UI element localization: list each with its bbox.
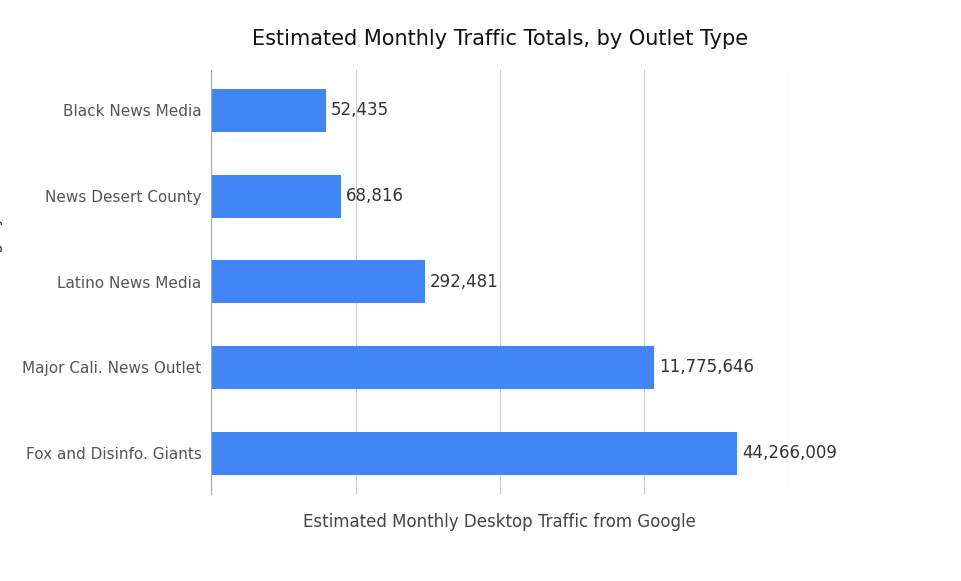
Bar: [211, 432, 737, 475]
Text: 11,775,646: 11,775,646: [659, 358, 754, 376]
Bar: [211, 175, 340, 217]
Y-axis label: Outlet Category: Outlet Category: [0, 216, 3, 348]
Text: 52,435: 52,435: [331, 102, 389, 120]
Text: 292,481: 292,481: [430, 273, 499, 290]
Bar: [211, 260, 425, 303]
Title: Estimated Monthly Traffic Totals, by Outlet Type: Estimated Monthly Traffic Totals, by Out…: [252, 28, 748, 49]
Bar: [211, 346, 654, 389]
Bar: [211, 89, 326, 132]
X-axis label: Estimated Monthly Desktop Traffic from Google: Estimated Monthly Desktop Traffic from G…: [304, 513, 696, 531]
Text: 68,816: 68,816: [346, 187, 404, 205]
Text: 44,266,009: 44,266,009: [742, 444, 837, 462]
